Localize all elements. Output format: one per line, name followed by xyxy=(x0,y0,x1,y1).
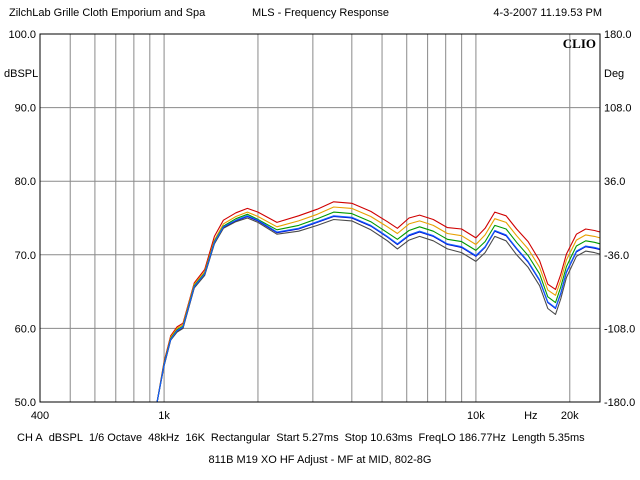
footer-item: Stop 10.63ms xyxy=(344,432,413,444)
footer-item: Length 5.35ms xyxy=(511,432,585,444)
footer-item: 1/6 Octave xyxy=(88,432,143,444)
series-line-1 xyxy=(40,201,601,403)
x-tick-label: 10k xyxy=(467,410,485,422)
header-measurement-type: MLS - Frequency Response xyxy=(252,7,389,19)
y2-tick-label: -180.0 xyxy=(604,397,635,409)
y-tick-label: 80.0 xyxy=(15,176,36,188)
x-tick-label: 1k xyxy=(158,410,170,422)
y2-tick-label: 180.0 xyxy=(604,29,632,41)
header-title: ZilchLab Grille Cloth Emporium and Spa xyxy=(9,7,206,19)
y-tick-label: 60.0 xyxy=(15,323,36,335)
y-tick-label: 50.0 xyxy=(15,397,36,409)
y-tick-label: 70.0 xyxy=(15,250,36,262)
y-tick-label: 100.0 xyxy=(8,29,36,41)
footer-item: CH A xyxy=(17,432,43,444)
y2-tick-label: 108.0 xyxy=(604,103,632,115)
y2-axis-unit: Deg xyxy=(604,68,624,80)
footer-item: 16K xyxy=(185,432,205,444)
y2-tick-label: -36.0 xyxy=(604,250,629,262)
plot-frame xyxy=(39,33,601,403)
y2-tick-label: -108.0 xyxy=(604,323,635,335)
series-line-2 xyxy=(40,206,601,403)
series-line-6 xyxy=(40,215,601,403)
footer-caption: 811B M19 XO HF Adjust - MF at MID, 802-8… xyxy=(208,454,432,466)
footer-item: FreqLO 186.77Hz xyxy=(418,432,506,444)
footer-measurement-settings: CH A dBSPL 1/6 Octave 48kHz 16K Rectangular St… xyxy=(17,432,591,444)
x-tick-label: 400 xyxy=(31,410,49,422)
clio-logo: CLIO xyxy=(563,36,596,51)
footer-item: Start 5.27ms xyxy=(276,432,339,444)
x-axis-unit: Hz xyxy=(524,410,537,422)
y-tick-label: 90.0 xyxy=(15,103,36,115)
y2-tick-label: 36.0 xyxy=(604,176,625,188)
y-axis-unit: dBSPL xyxy=(4,68,38,80)
footer-item: dBSPL xyxy=(48,432,83,444)
x-tick-label: 20k xyxy=(561,410,579,422)
series-line-5 xyxy=(40,217,601,403)
header-timestamp: 4-3-2007 11.19.53 PM xyxy=(493,7,602,19)
footer-item: Rectangular xyxy=(210,432,271,444)
frequency-response-chart: 50.0 60.0 70.0 80.0 90.0 100.0 -180.0 -108.0 -36… xyxy=(4,29,635,422)
footer-item: 48kHz xyxy=(148,432,180,444)
